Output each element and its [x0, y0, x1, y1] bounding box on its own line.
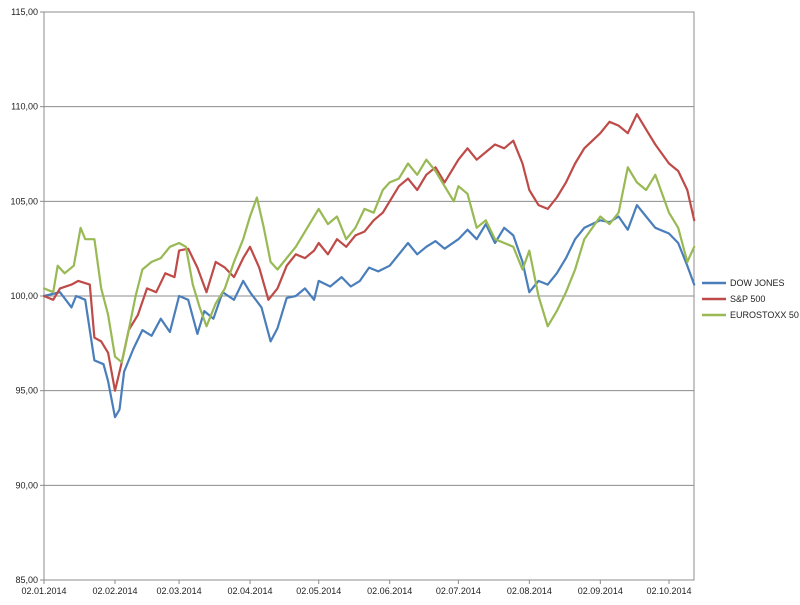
legend-label: S&P 500 [730, 294, 765, 304]
x-tick-label: 02.08.2014 [507, 586, 552, 596]
y-tick-label: 95,00 [15, 386, 38, 396]
legend-label: DOW JONES [730, 278, 785, 288]
y-tick-label: 90,00 [15, 480, 38, 490]
x-tick-label: 02.04.2014 [228, 586, 273, 596]
x-tick-label: 02.02.2014 [92, 586, 137, 596]
series-line [42, 204, 696, 419]
series-lines [42, 113, 696, 419]
y-tick-label: 85,00 [15, 575, 38, 585]
legend: DOW JONES S&P 500 EUROSTOXX 50 [702, 278, 799, 320]
y-tick-label: 110,00 [11, 102, 38, 112]
axes: 85,00 90,00 95,00 100,00 105,00 110,00 115,00 0… [10, 7, 695, 596]
y-tick-label: 105,00 [10, 196, 38, 206]
x-tick-label: 02.05.2014 [296, 586, 341, 596]
legend-label: EUROSTOXX 50 [730, 310, 799, 320]
y-tick-label: 100,00 [10, 291, 38, 301]
x-tick-label: 02.07.2014 [436, 586, 481, 596]
series-line [42, 158, 696, 364]
x-tick-label: 02.06.2014 [367, 586, 412, 596]
x-tick-label: 02.03.2014 [157, 586, 202, 596]
x-tick-label: 02.09.2014 [578, 586, 623, 596]
x-tick-label: 02.10.2014 [646, 586, 691, 596]
x-tick-label: 02.01.2014 [21, 586, 66, 596]
series-line [42, 113, 696, 392]
y-tick-label: 115,00 [11, 7, 38, 17]
gridlines [44, 11, 694, 581]
